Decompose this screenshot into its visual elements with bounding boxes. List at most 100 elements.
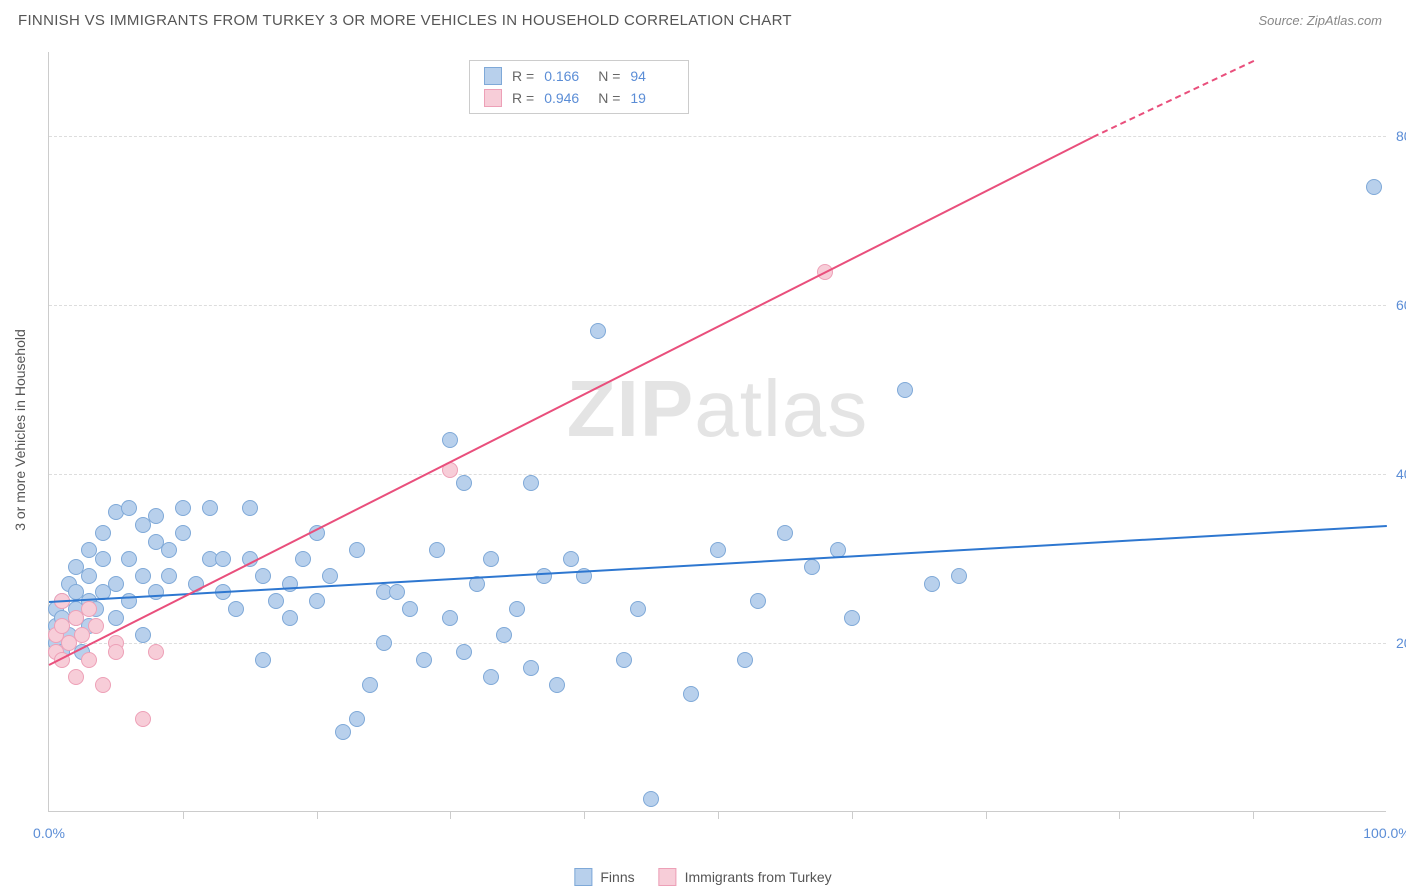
x-tick-label: 100.0% — [1363, 825, 1406, 841]
swatch-turkey — [484, 89, 502, 107]
stats-row-turkey: R = 0.946 N = 19 — [470, 87, 688, 109]
chart-plot-area: ZIPatlas R = 0.166 N = 94 R = 0.946 N = … — [48, 52, 1386, 812]
x-tick — [584, 811, 585, 819]
data-point — [309, 593, 325, 609]
stats-n-label: N = — [598, 68, 620, 84]
data-point — [429, 542, 445, 558]
data-point — [81, 568, 97, 584]
y-tick-label: 40.0% — [1396, 466, 1406, 482]
data-point — [349, 542, 365, 558]
stats-n-value-finns: 94 — [630, 68, 674, 84]
source-attribution: Source: ZipAtlas.com — [1258, 13, 1382, 28]
data-point — [121, 500, 137, 516]
data-point — [590, 323, 606, 339]
data-point — [523, 660, 539, 676]
data-point — [108, 610, 124, 626]
data-point — [616, 652, 632, 668]
data-point — [108, 576, 124, 592]
data-point — [282, 610, 298, 626]
data-point — [108, 644, 124, 660]
stats-legend-box: R = 0.166 N = 94 R = 0.946 N = 19 — [469, 60, 689, 114]
data-point — [630, 601, 646, 617]
regression-line — [1092, 61, 1253, 139]
data-point — [242, 500, 258, 516]
data-point — [804, 559, 820, 575]
data-point — [951, 568, 967, 584]
data-point — [161, 542, 177, 558]
y-tick-label: 20.0% — [1396, 635, 1406, 651]
x-tick — [852, 811, 853, 819]
data-point — [335, 724, 351, 740]
data-point — [643, 791, 659, 807]
stats-r-value-turkey: 0.946 — [544, 90, 588, 106]
data-point — [175, 525, 191, 541]
y-axis-label: 3 or more Vehicles in Household — [12, 329, 28, 531]
data-point — [683, 686, 699, 702]
data-point — [376, 635, 392, 651]
data-point — [268, 593, 284, 609]
data-point — [456, 475, 472, 491]
data-point — [255, 652, 271, 668]
data-point — [148, 508, 164, 524]
chart-title: FINNISH VS IMMIGRANTS FROM TURKEY 3 OR M… — [18, 12, 792, 29]
stats-r-label: R = — [512, 68, 534, 84]
data-point — [228, 601, 244, 617]
data-point — [750, 593, 766, 609]
data-point — [523, 475, 539, 491]
data-point — [710, 542, 726, 558]
data-point — [161, 568, 177, 584]
data-point — [362, 677, 378, 693]
data-point — [135, 711, 151, 727]
data-point — [442, 432, 458, 448]
x-tick — [450, 811, 451, 819]
data-point — [255, 568, 271, 584]
data-point — [95, 677, 111, 693]
data-point — [68, 669, 84, 685]
data-point — [737, 652, 753, 668]
gridline-h — [49, 474, 1386, 475]
x-tick — [986, 811, 987, 819]
legend-swatch-turkey — [659, 868, 677, 886]
data-point — [135, 627, 151, 643]
data-point — [148, 584, 164, 600]
data-point — [456, 644, 472, 660]
x-tick — [1253, 811, 1254, 819]
data-point — [135, 568, 151, 584]
data-point — [95, 525, 111, 541]
data-point — [563, 551, 579, 567]
data-point — [81, 601, 97, 617]
x-tick — [183, 811, 184, 819]
watermark: ZIPatlas — [567, 363, 868, 455]
y-tick-label: 60.0% — [1396, 297, 1406, 313]
bottom-legend: Finns Immigrants from Turkey — [574, 868, 831, 886]
data-point — [175, 500, 191, 516]
stats-n-value-turkey: 19 — [630, 90, 674, 106]
data-point — [509, 601, 525, 617]
stats-r-label: R = — [512, 90, 534, 106]
legend-swatch-finns — [574, 868, 592, 886]
data-point — [88, 618, 104, 634]
data-point — [121, 551, 137, 567]
data-point — [442, 610, 458, 626]
data-point — [549, 677, 565, 693]
data-point — [1366, 179, 1382, 195]
data-point — [897, 382, 913, 398]
gridline-h — [49, 305, 1386, 306]
x-tick — [718, 811, 719, 819]
data-point — [844, 610, 860, 626]
data-point — [148, 644, 164, 660]
data-point — [536, 568, 552, 584]
data-point — [924, 576, 940, 592]
gridline-h — [49, 643, 1386, 644]
legend-label-finns: Finns — [600, 869, 634, 885]
data-point — [483, 669, 499, 685]
data-point — [202, 500, 218, 516]
data-point — [777, 525, 793, 541]
x-tick — [1119, 811, 1120, 819]
data-point — [349, 711, 365, 727]
y-tick-label: 80.0% — [1396, 128, 1406, 144]
x-tick — [317, 811, 318, 819]
x-tick-label: 0.0% — [33, 825, 65, 841]
legend-label-turkey: Immigrants from Turkey — [685, 869, 832, 885]
gridline-h — [49, 136, 1386, 137]
